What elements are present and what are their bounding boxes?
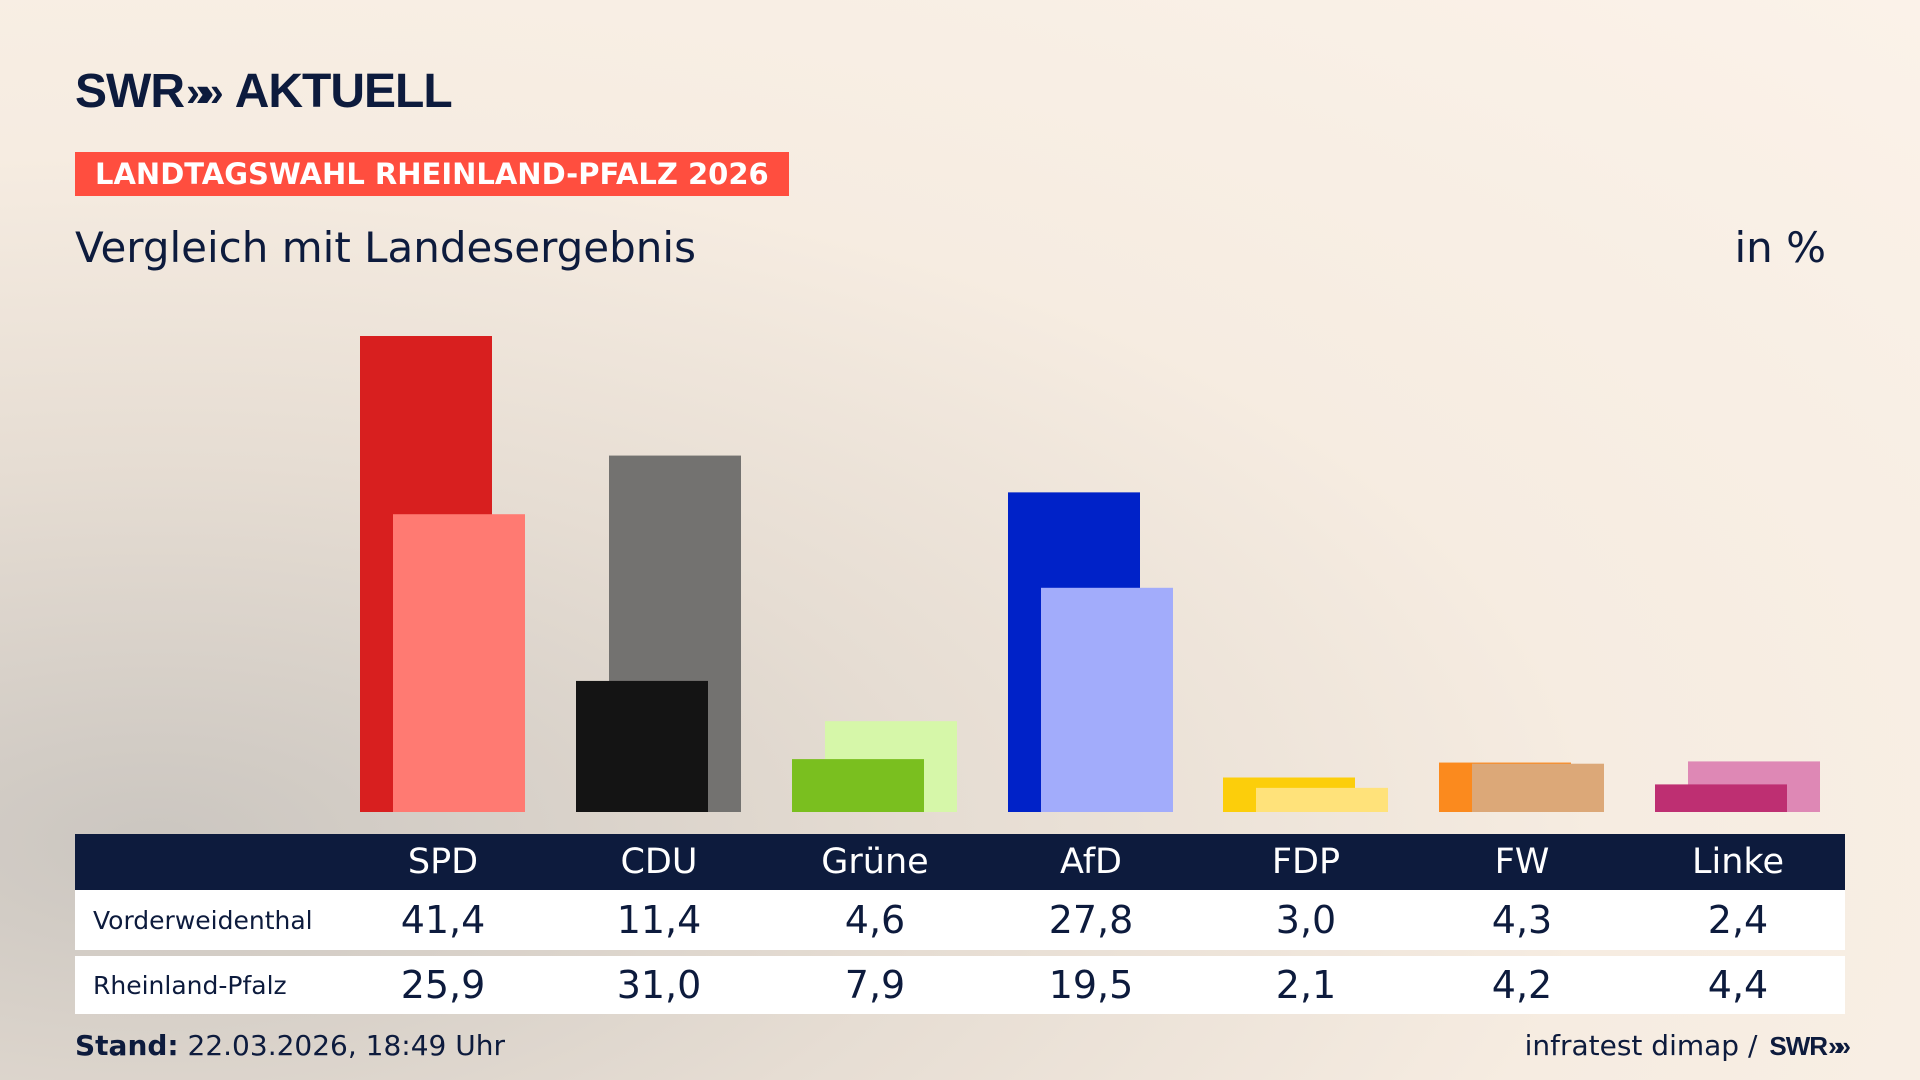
value-cell-1-5: 4,2 bbox=[1491, 963, 1553, 1007]
party-header-1: CDU bbox=[620, 842, 698, 882]
stand-value: 22.03.2026, 18:49 Uhr bbox=[187, 1029, 505, 1062]
value-cell-0-0: 41,4 bbox=[400, 898, 486, 942]
results-table: SPD CDU Grüne AfD FDP FW Linke Vorderweidentha… bbox=[75, 834, 1845, 1014]
row-label-local: Vorderweidenthal bbox=[93, 905, 313, 935]
bar-local-1 bbox=[576, 680, 708, 812]
chart-subtitle: Vergleich mit Landesergebnis bbox=[75, 223, 696, 272]
table-row-local: Vorderweidenthal 41,4 11,4 4,6 27,8 3,0 4,3 2,… bbox=[75, 890, 1845, 950]
value-cell-0-2: 4,6 bbox=[844, 898, 906, 942]
bar-state-3 bbox=[1041, 587, 1173, 812]
party-header-0: SPD bbox=[407, 842, 479, 882]
value-cell-0-4: 3,0 bbox=[1275, 898, 1337, 942]
bar-state-4 bbox=[1256, 787, 1388, 812]
party-header-2: Grüne bbox=[821, 842, 929, 882]
value-cell-0-1: 11,4 bbox=[616, 898, 702, 942]
row-label-state: Rheinland-Pfalz bbox=[93, 970, 287, 1000]
source-credit: infratest dimap / SWR»» bbox=[1524, 1028, 1851, 1064]
party-header-3: AfD bbox=[1060, 842, 1122, 882]
source-text: infratest dimap / bbox=[1524, 1029, 1758, 1062]
bar-state-0 bbox=[393, 514, 525, 812]
value-cell-1-4: 2,1 bbox=[1275, 963, 1337, 1007]
value-cell-0-6: 2,4 bbox=[1707, 898, 1769, 942]
party-header-4: FDP bbox=[1271, 842, 1341, 882]
logo-main: SWR bbox=[75, 65, 185, 118]
value-cell-0-3: 27,8 bbox=[1048, 898, 1134, 942]
value-cell-1-2: 7,9 bbox=[844, 963, 906, 1007]
table-header: SPD CDU Grüne AfD FDP FW Linke bbox=[75, 834, 1845, 890]
table-row-state: Rheinland-Pfalz 25,9 31,0 7,9 19,5 2,1 4,2 4,4 bbox=[75, 956, 1845, 1014]
party-header-6: Linke bbox=[1692, 842, 1784, 882]
value-cell-1-0: 25,9 bbox=[400, 963, 486, 1007]
value-cell-1-1: 31,0 bbox=[616, 963, 702, 1007]
chevron-right-icon: »» bbox=[1828, 1031, 1851, 1061]
bar-local-2 bbox=[792, 759, 924, 812]
party-header-5: FW bbox=[1494, 842, 1550, 882]
timestamp: Stand: 22.03.2026, 18:49 Uhr bbox=[75, 1028, 505, 1064]
swr-mini-logo: SWR»» bbox=[1769, 1028, 1851, 1064]
stand-label: Stand: bbox=[75, 1029, 179, 1062]
swr-aktuell-logo: SWR »» AKTUELL bbox=[75, 64, 453, 120]
bar-chart bbox=[360, 336, 1820, 812]
logo-suffix: AKTUELL bbox=[234, 65, 453, 118]
value-cell-0-5: 4,3 bbox=[1491, 898, 1553, 942]
bar-local-6 bbox=[1655, 784, 1787, 812]
source-brand: SWR bbox=[1769, 1031, 1828, 1061]
unit-label: in % bbox=[1734, 223, 1826, 272]
value-cell-1-3: 19,5 bbox=[1048, 963, 1134, 1007]
value-cell-1-6: 4,4 bbox=[1707, 963, 1769, 1007]
election-tag: LANDTAGSWAHL RHEINLAND-PFALZ 2026 bbox=[75, 152, 789, 196]
bar-state-5 bbox=[1472, 763, 1604, 812]
